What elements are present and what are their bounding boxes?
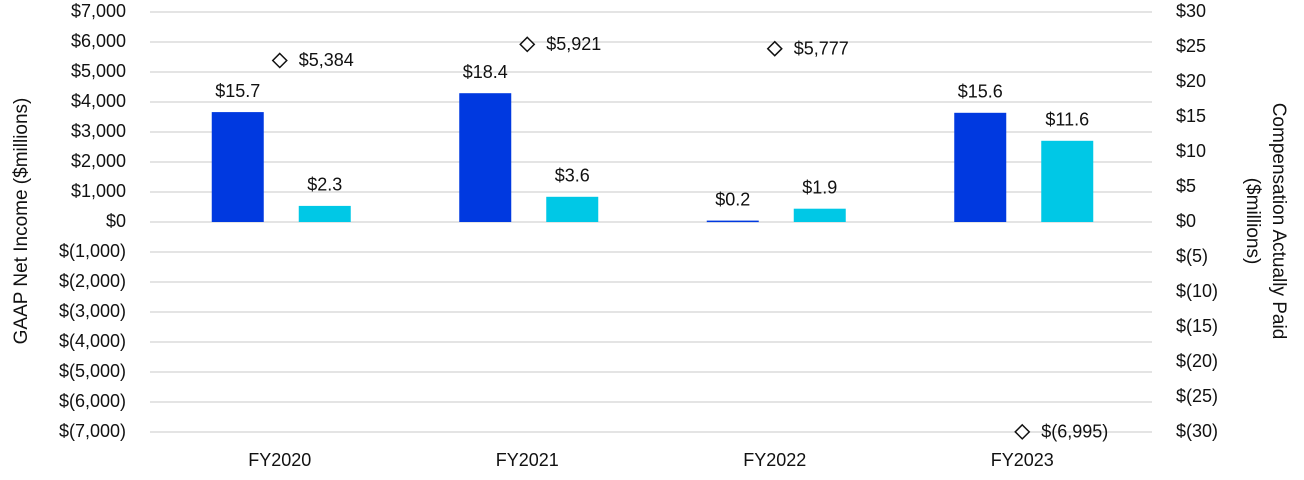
y2-tick-label: $0 [1176,211,1196,231]
y2-tick-label: $5 [1176,176,1196,196]
y-tick-label: $1,000 [71,181,126,201]
diamond-marker [271,52,288,69]
bar [793,208,846,222]
bar [546,196,599,222]
y2-tick-label: $20 [1176,71,1206,91]
bar [298,205,351,222]
y2-tick-label: $(30) [1176,421,1218,441]
y-tick-label: $2,000 [71,151,126,171]
y-tick-label: $(5,000) [59,361,126,381]
x-tick-label: FY2020 [248,450,311,470]
y2-tick-label: $10 [1176,141,1206,161]
y-tick-label: $5,000 [71,61,126,81]
y-tick-label: $(2,000) [59,271,126,291]
diamond-marker [766,40,783,57]
bar-value-label: $11.6 [1045,110,1089,130]
y-tick-label: $3,000 [71,121,126,141]
y2-tick-label: $15 [1176,106,1206,126]
y2-tick-label: $(5) [1176,246,1208,266]
bar-value-label: $0.2 [715,189,750,209]
bar-value-label: $18.4 [463,62,508,82]
y2-axis-title: ($millions) [1242,178,1263,265]
y-tick-label: $(4,000) [59,331,126,351]
y-axis-title: GAAP Net Income ($millions) [11,98,32,345]
y-tick-label: $6,000 [71,31,126,51]
bar [954,112,1007,222]
bar [211,112,264,222]
bar-value-label: $1.9 [802,177,837,197]
marker-value-label: $5,921 [546,34,601,54]
y2-tick-label: $(25) [1176,386,1218,406]
y-tick-label: $(1,000) [59,241,126,261]
y-tick-label: $4,000 [71,91,126,111]
y2-tick-label: $(10) [1176,281,1218,301]
y2-tick-label: $(20) [1176,351,1218,371]
bar-value-label: $15.6 [958,82,1003,102]
y-tick-label: $0 [106,211,126,231]
diamond-marker [1014,423,1031,440]
bar [459,93,512,222]
bar-value-label: $3.6 [555,166,590,186]
bar [1041,140,1094,222]
bar-value-label: $15.7 [215,81,260,101]
marker-value-label: $5,777 [794,38,849,58]
y-tick-label: $(6,000) [59,391,126,411]
y-tick-label: $(3,000) [59,301,126,321]
y-tick-label: $7,000 [71,1,126,21]
x-tick-label: FY2021 [496,450,559,470]
x-tick-label: FY2022 [743,450,806,470]
x-tick-label: FY2023 [991,450,1054,470]
marker-value-label: $5,384 [299,50,354,70]
y2-tick-label: $(15) [1176,316,1218,336]
diamond-marker [519,36,536,53]
bar [706,220,759,223]
y2-axis-title: Compensation Actually Paid [1268,103,1289,340]
y-tick-label: $(7,000) [59,421,126,441]
bar-value-label: $2.3 [307,175,342,195]
y2-tick-label: $30 [1176,1,1206,21]
y2-tick-label: $25 [1176,36,1206,56]
marker-value-label: $(6,995) [1041,422,1108,442]
